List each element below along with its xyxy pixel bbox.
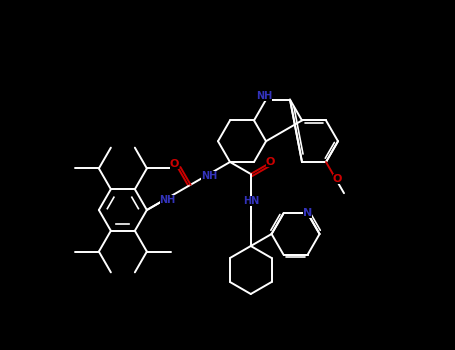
Text: O: O bbox=[170, 159, 179, 169]
Text: HN: HN bbox=[243, 196, 259, 206]
Text: O: O bbox=[333, 174, 342, 184]
Text: NH: NH bbox=[256, 91, 272, 101]
Text: NH: NH bbox=[160, 195, 176, 205]
Text: O: O bbox=[266, 157, 275, 167]
Text: NH: NH bbox=[201, 171, 217, 181]
Text: N: N bbox=[303, 208, 312, 218]
